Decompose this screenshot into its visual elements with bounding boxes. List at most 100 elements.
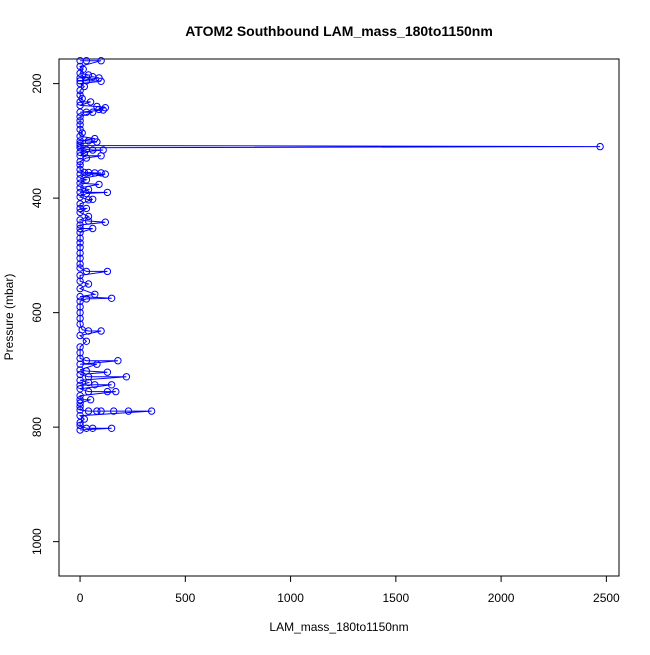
data-point — [103, 387, 112, 396]
data-point — [76, 260, 84, 268]
data-point — [76, 86, 84, 95]
data-point — [76, 74, 84, 82]
data-point — [103, 267, 112, 276]
data-point — [122, 373, 131, 381]
data-point — [76, 277, 84, 285]
data-point — [76, 292, 84, 301]
data-point — [76, 297, 84, 305]
data-point — [82, 204, 91, 213]
x-axis-label: LAM_mass_180to1150nm — [269, 620, 408, 634]
data-point — [86, 98, 95, 106]
data-point — [76, 331, 84, 340]
data-point — [76, 402, 84, 411]
data-point — [82, 295, 91, 303]
data-point — [91, 290, 99, 298]
data-point — [76, 221, 84, 229]
data-point — [89, 146, 97, 154]
data-point — [93, 360, 101, 368]
data-point — [97, 77, 105, 86]
data-point — [80, 82, 89, 91]
data-point — [76, 421, 84, 430]
data-point — [76, 370, 84, 379]
data-point — [76, 184, 84, 192]
data-point — [76, 216, 84, 224]
data-point — [107, 294, 116, 302]
data-point — [80, 149, 89, 158]
data-point — [89, 108, 97, 116]
y-tick-label: 400 — [30, 188, 44, 208]
data-point — [97, 327, 105, 335]
data-point — [84, 378, 93, 387]
data-point — [84, 373, 93, 381]
y-axis: 200 400 600 800 1000 — [30, 73, 60, 555]
data-point — [84, 212, 93, 221]
data-point — [84, 196, 93, 204]
data-point — [82, 57, 91, 65]
data-point — [76, 239, 84, 247]
data-point — [84, 327, 93, 335]
data-point — [76, 314, 84, 323]
data-point — [84, 387, 93, 396]
data-point — [89, 424, 97, 432]
data-point — [76, 271, 84, 280]
data-point — [101, 170, 110, 178]
data-point — [76, 228, 84, 237]
data-point — [91, 381, 99, 389]
data-point — [76, 157, 84, 166]
data-point — [84, 137, 93, 145]
data-point — [76, 117, 84, 125]
x-tick-label: 1000 — [277, 591, 304, 605]
x-axis: 0 500 1000 1500 2000 2500 — [77, 575, 620, 605]
x-tick-label: 2000 — [488, 591, 515, 605]
data-point — [80, 168, 89, 177]
y-tick-label: 1000 — [30, 528, 44, 555]
data-point — [76, 69, 84, 78]
data-point — [76, 170, 84, 178]
data-point — [76, 399, 84, 407]
data-point — [76, 161, 84, 169]
data-point — [76, 249, 84, 257]
y-tick-label: 800 — [30, 417, 44, 437]
data-point — [82, 337, 91, 345]
data-point — [76, 376, 84, 384]
data-point — [76, 385, 84, 393]
x-tick-label: 1500 — [382, 591, 409, 605]
data-point — [76, 343, 84, 351]
data-point — [89, 195, 97, 204]
data-point — [76, 121, 84, 129]
data-point — [93, 138, 101, 146]
data-point — [76, 98, 84, 106]
y-axis-label: Pressure (mbar) — [2, 274, 16, 361]
data-point — [76, 360, 84, 368]
data-point — [97, 169, 105, 177]
chart-title: ATOM2 Southbound LAM_mass_180to1150nm — [185, 23, 493, 39]
data-point — [107, 381, 116, 389]
data-point — [103, 368, 112, 376]
y-tick-label: 600 — [30, 302, 44, 322]
data-point — [76, 148, 84, 157]
data-point — [76, 284, 84, 293]
series-layer — [76, 57, 604, 434]
data-point — [82, 189, 91, 198]
data-point — [84, 407, 93, 415]
data-point — [76, 426, 84, 434]
data-point — [103, 188, 112, 197]
data-point — [76, 392, 84, 400]
data-point — [84, 280, 93, 288]
data-point — [76, 179, 84, 187]
data-point — [76, 354, 84, 363]
data-point — [84, 185, 93, 194]
data-point — [97, 152, 105, 160]
data-point — [114, 357, 122, 365]
data-point — [95, 105, 103, 114]
data-point — [147, 407, 156, 415]
data-point — [76, 406, 84, 414]
x-tick-label: 500 — [175, 591, 195, 605]
data-point — [76, 113, 84, 121]
data-point — [76, 208, 84, 217]
data-point — [76, 132, 84, 141]
data-point — [82, 267, 91, 276]
data-point — [84, 217, 93, 225]
